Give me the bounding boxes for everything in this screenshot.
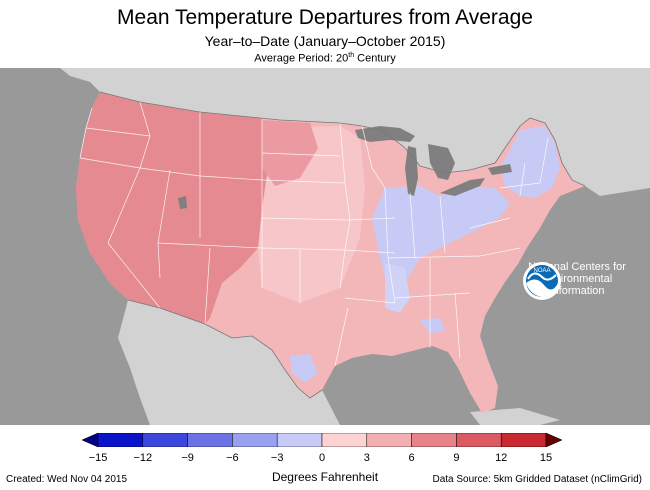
average-period-superscript: th	[348, 52, 355, 59]
noaa-logo-icon: NOAA	[523, 262, 561, 300]
lake-superior	[355, 126, 415, 142]
average-period: Average Period: 20th Century	[0, 52, 650, 65]
legend-tick-label: 0	[318, 452, 326, 464]
legend-tick-label: 9	[453, 452, 460, 464]
legend-swatch	[411, 433, 457, 447]
mexico-landmass	[118, 300, 340, 425]
map-subtitle: Year–to–Date (January–October 2015)	[204, 33, 446, 49]
country-borders	[99, 91, 586, 399]
legend-tick-label: 15	[539, 452, 553, 464]
average-period-prefix: Average Period: 20	[254, 52, 349, 65]
map-canvas	[60, 68, 650, 425]
legend-swatch	[97, 433, 144, 447]
legend-tick-label: −15	[88, 452, 108, 464]
legend-tick-label: 12	[495, 452, 508, 464]
northern-plains-warm	[262, 120, 318, 186]
noaa-logo-block: NOAA National Centers for Environmental …	[522, 261, 632, 300]
legend-swatch	[187, 433, 233, 447]
legend-tick-label: 3	[363, 452, 370, 464]
created-date: Created: Wed Nov 04 2015	[6, 474, 128, 485]
great-salt-lake	[178, 196, 187, 209]
cool-texas-gulf	[290, 354, 318, 383]
lake-ontario	[488, 164, 512, 175]
noaa-line-3: Information	[549, 285, 605, 297]
legend-swatch	[366, 433, 412, 447]
legend-tick-label: −12	[133, 452, 153, 464]
lake-huron	[428, 144, 455, 180]
noaa-logo-text: NOAA	[533, 268, 550, 274]
legend-swatch	[500, 433, 547, 447]
legend-swatch	[456, 433, 502, 447]
lake-michigan	[405, 146, 418, 196]
legend-tick-label: 6	[408, 452, 415, 464]
lake-erie	[440, 178, 485, 196]
west-warm-region	[76, 92, 270, 324]
cool-florida-north	[420, 318, 445, 334]
legend-swatch	[142, 433, 188, 447]
legend-units: Degrees Fahrenheit	[271, 470, 379, 484]
legend-tick-label: −9	[181, 452, 194, 464]
legend-swatch	[321, 433, 368, 447]
legend-low-arrow	[82, 433, 99, 447]
legend-swatch	[276, 433, 323, 447]
cool-ohio-valley	[372, 186, 510, 303]
average-period-suffix: Century	[354, 52, 396, 65]
cool-northeast	[500, 126, 560, 198]
state-boundaries	[79, 101, 549, 367]
legend-tick-label: −3	[270, 452, 284, 464]
legend-tick-label: −6	[226, 452, 239, 464]
temperature-map: NOAA National Centers for Environmental …	[0, 68, 650, 425]
canada-landmass	[60, 68, 650, 196]
legend-swatch	[232, 433, 278, 447]
cool-mississippi	[385, 263, 410, 313]
map-title: Mean Temperature Departures from Average	[117, 6, 533, 29]
cuba-island	[470, 408, 560, 425]
data-source: Data Source: 5km Gridded Dataset (nClimG…	[432, 474, 642, 485]
color-legend	[82, 433, 562, 447]
legend-high-arrow	[545, 433, 562, 447]
